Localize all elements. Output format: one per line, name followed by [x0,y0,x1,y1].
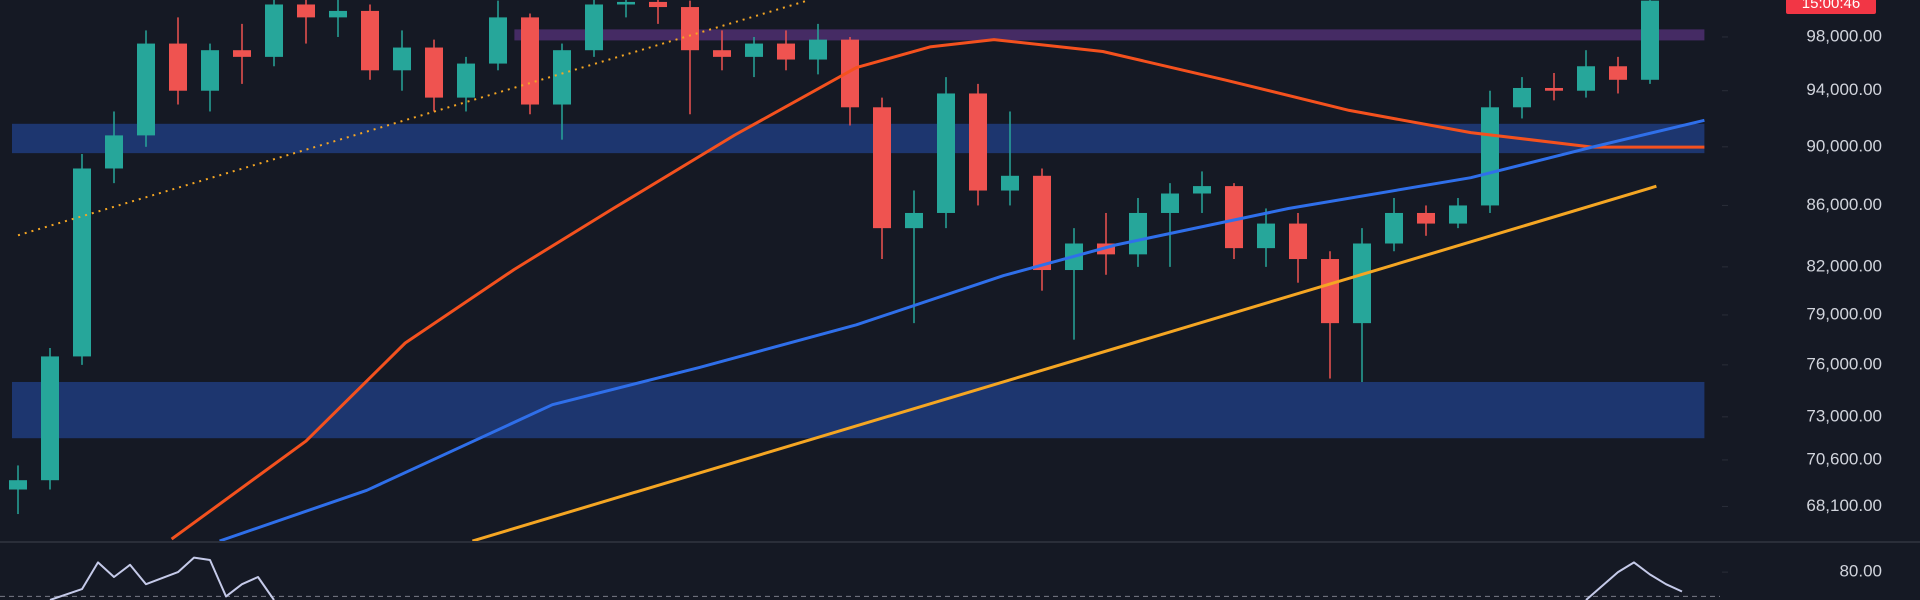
countdown-box [1786,0,1876,14]
zone [514,29,1705,41]
candle-body [73,168,91,357]
candle-body [233,50,251,57]
line [170,38,1705,541]
candle-body [553,50,571,105]
price-pane [9,0,1705,541]
candle-body [1545,87,1563,91]
candle-body [681,7,699,51]
candle-body [329,10,347,18]
candle-body [841,39,859,108]
y-tick-label: 76,000.00 [1806,354,1882,373]
candle-body [745,43,763,57]
candle-body [265,4,283,57]
y-tick-label: 70,600.00 [1806,449,1882,468]
y-tick-label: 98,000.00 [1806,26,1882,45]
y-tick-label: 82,000.00 [1806,256,1882,275]
candle-body [905,212,923,229]
candle-body [1481,107,1499,206]
candle-body [1161,193,1179,213]
candle-body [1641,0,1659,80]
candle-body [873,107,891,229]
line [219,118,1705,541]
candle-body [169,43,187,91]
candle-body [393,47,411,71]
candle-body [361,10,379,71]
candle-body [137,43,155,136]
candle-body [649,1,667,8]
y-tick-label: 94,000.00 [1806,80,1882,99]
candle-body [1289,223,1307,260]
candle-body [937,93,955,213]
candle-body [489,17,507,64]
candle-body [809,39,827,60]
rsi-pane [0,556,1720,600]
candle-body [1609,66,1627,80]
candle-body [1033,175,1051,271]
candle-body [1225,186,1243,249]
candle-body [1449,205,1467,224]
candle-body [201,50,219,91]
y-tick-label: 90,000.00 [1806,136,1882,155]
candle-body [105,135,123,169]
zone [12,381,1705,439]
candle-body [1257,223,1275,249]
candle-body [777,43,795,60]
y-tick-label: 79,000.00 [1806,304,1882,323]
candle-body [585,4,603,51]
line [49,556,1683,600]
candle-body [521,17,539,105]
price-axis: 98,000.00 94,000.00 90,000.00 86,000.00 82,0… [1722,0,1882,581]
candle-body [1353,243,1371,324]
y-tick-label: 80.00 [1839,562,1882,581]
candle-body [1001,175,1019,191]
candle-body [425,47,443,98]
candle-body [1193,186,1211,194]
candle-body [1321,259,1339,324]
candle-body [1417,212,1435,224]
candle-body [1513,87,1531,108]
line [471,184,1657,541]
candle-body [41,356,59,481]
zone [12,123,1705,154]
candle-body [297,4,315,18]
candle-body [1577,66,1595,91]
candle-body [457,63,475,98]
candle-body [1129,212,1147,255]
candle-body [969,93,987,191]
y-tick-label: 86,000.00 [1806,195,1882,214]
line [17,0,809,237]
candle-body [1385,212,1403,244]
y-tick-label: 73,000.00 [1806,406,1882,425]
y-tick-label: 68,100.00 [1806,496,1882,515]
candle-body [617,1,635,5]
countdown-label: 15:00:46 [1802,0,1860,12]
candle-body [9,480,27,490]
candle-body [713,50,731,57]
